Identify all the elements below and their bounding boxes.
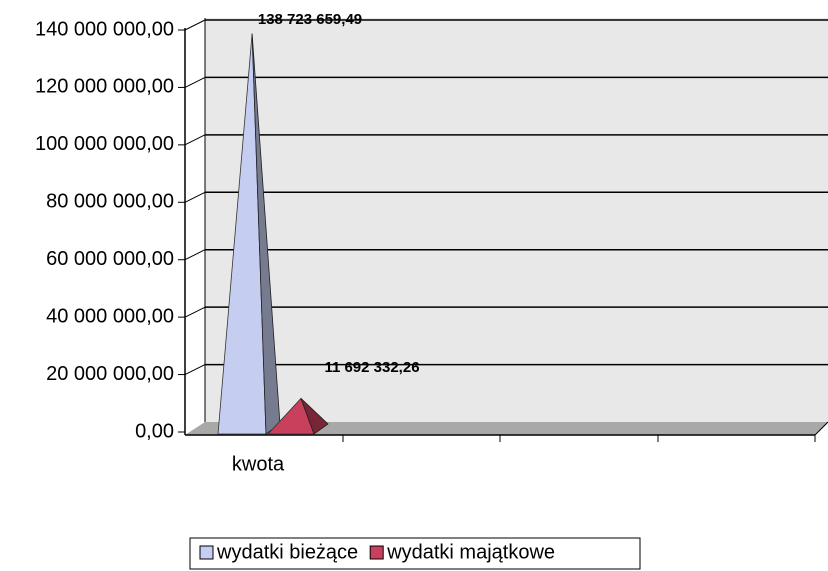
floor <box>185 422 828 435</box>
grid-line <box>184 76 206 88</box>
value-label: 11 692 332,26 <box>324 359 419 376</box>
pyramid-side <box>300 398 329 435</box>
grid-line <box>184 134 206 146</box>
legend-label: wydatki majątkowe <box>386 541 555 563</box>
grid-line <box>184 306 206 318</box>
y-tick-label: 80 000 000,00 <box>46 191 174 213</box>
legend-label: wydatki bieżące <box>216 541 358 563</box>
y-tick-label: 20 000 000,00 <box>46 363 174 385</box>
grid-line <box>184 19 206 31</box>
pyramid <box>267 397 329 435</box>
y-tick-label: 100 000 000,00 <box>35 133 174 155</box>
legend-swatch <box>199 545 214 560</box>
grid-line <box>184 364 206 376</box>
x-tick-label: kwota <box>232 453 285 475</box>
y-tick-label: 60 000 000,00 <box>46 248 174 270</box>
x-axis-depth <box>814 421 828 436</box>
grid-line <box>184 249 206 261</box>
y-tick-label: 140 000 000,00 <box>35 18 174 40</box>
grid-line <box>184 191 206 203</box>
value-label: 138 723 659,49 <box>258 11 362 28</box>
legend <box>189 537 641 570</box>
y-tick-label: 40 000 000,00 <box>46 305 174 327</box>
y-tick-label: 120 000 000,00 <box>35 76 174 98</box>
legend-swatch <box>369 545 384 560</box>
y-tick-label: 0,00 <box>135 420 174 442</box>
back-wall <box>205 18 828 422</box>
pyramid <box>217 33 281 435</box>
